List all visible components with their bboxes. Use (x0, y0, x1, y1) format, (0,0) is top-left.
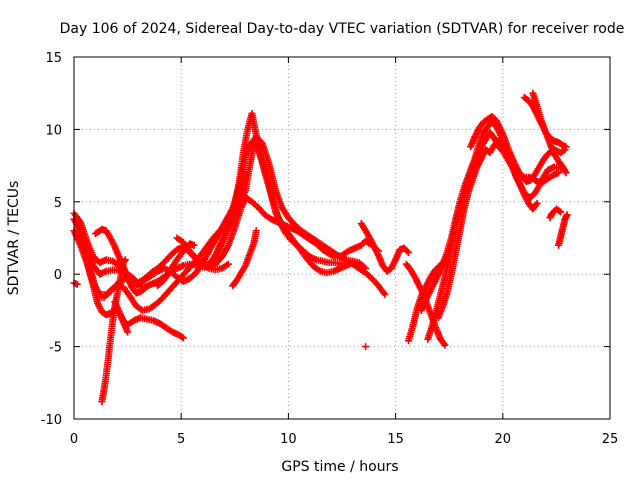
x-tick-label: 0 (70, 432, 78, 447)
data-point (121, 256, 129, 264)
series-trace-25 (546, 205, 565, 222)
x-tick-label: 25 (602, 432, 619, 447)
series-trace-12 (229, 227, 260, 290)
data-point (179, 334, 187, 342)
plot-frame (73, 56, 611, 420)
series-trace-11 (209, 169, 247, 264)
data-point (555, 207, 563, 215)
data-point (141, 285, 149, 293)
series-trace-5 (76, 233, 187, 342)
data-point (381, 290, 389, 298)
y-tick-label: 5 (54, 196, 62, 211)
data-point (139, 286, 147, 294)
data-point (362, 343, 370, 351)
data-point (561, 167, 569, 175)
series-trace-18 (404, 257, 451, 345)
x-tick-label: 10 (280, 432, 297, 447)
series-trace-16 (349, 260, 389, 298)
data-point (562, 169, 570, 177)
series-trace-24 (529, 89, 570, 177)
data-point (190, 241, 198, 249)
y-axis-label: SDTVAR / TECUs (6, 181, 22, 296)
data-point (533, 199, 541, 207)
data-marks (70, 89, 571, 406)
x-tick-label: 5 (177, 432, 185, 447)
data-point (224, 260, 232, 268)
series-trace-10 (173, 234, 232, 274)
series-trace-14 (362, 343, 370, 351)
data-point (563, 211, 571, 219)
data-point (440, 340, 448, 348)
axes: 0 5 10 15 20 25 -10 -5 0 5 10 15 (41, 51, 619, 447)
y-tick-label: 10 (45, 123, 62, 138)
series-trace-7 (98, 256, 129, 406)
data-point (441, 341, 449, 349)
x-tick-label: 20 (495, 432, 512, 447)
y-tick-label: -10 (41, 413, 62, 428)
series-trace-8 (111, 298, 132, 336)
data-point (73, 280, 81, 288)
data-point (120, 257, 128, 265)
data-point (178, 333, 186, 341)
data-point (532, 201, 540, 209)
y-tick-label: 15 (45, 51, 62, 66)
x-axis-label: GPS time / hours (281, 459, 398, 475)
data-point (124, 328, 132, 336)
x-tick-label: 15 (387, 432, 404, 447)
data-point (562, 143, 570, 151)
data-point (252, 227, 260, 235)
y-tick-label: 0 (54, 268, 62, 283)
data-point (557, 208, 565, 216)
data-point (403, 247, 411, 255)
data-point (404, 248, 412, 256)
series-trace-15 (357, 220, 412, 275)
data-point (239, 169, 247, 177)
series-trace-26 (555, 211, 571, 249)
series-trace-21 (434, 137, 541, 322)
y-tick-label: -5 (49, 341, 62, 356)
chart-title: Day 106 of 2024, Sidereal Day-to-day VTE… (60, 21, 625, 37)
